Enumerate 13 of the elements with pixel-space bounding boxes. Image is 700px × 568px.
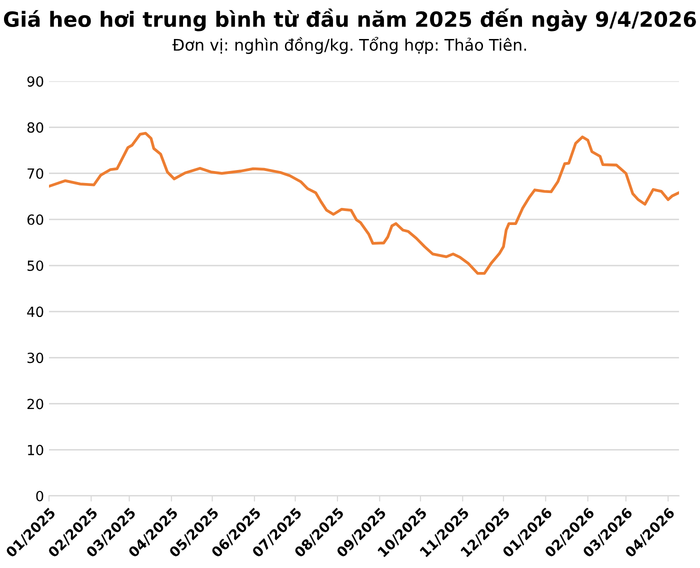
y-tick-label: 80 xyxy=(27,122,44,133)
y-tick-label: 40 xyxy=(27,306,44,318)
line-series xyxy=(49,132,679,275)
y-tick-label: 30 xyxy=(28,352,44,364)
chart-subtitle: Đơn vị: nghìn đồng/kg. Tổng hợp: Thảo Tiên. xyxy=(172,36,526,54)
y-tick-label: 90 xyxy=(27,76,44,87)
y-tick-label: 10 xyxy=(28,444,44,456)
y-tick-label: 0 xyxy=(36,490,44,502)
y-tick-label: 60 xyxy=(27,214,44,225)
chart-title: Giá heo hơi trung bình từ đầu năm 2025 đến ngày 9/4/2026 xyxy=(4,8,696,32)
y-tick-label: 70 xyxy=(28,168,44,179)
y-tick-label: 20 xyxy=(27,398,44,410)
y-tick-label: 50 xyxy=(28,260,44,271)
